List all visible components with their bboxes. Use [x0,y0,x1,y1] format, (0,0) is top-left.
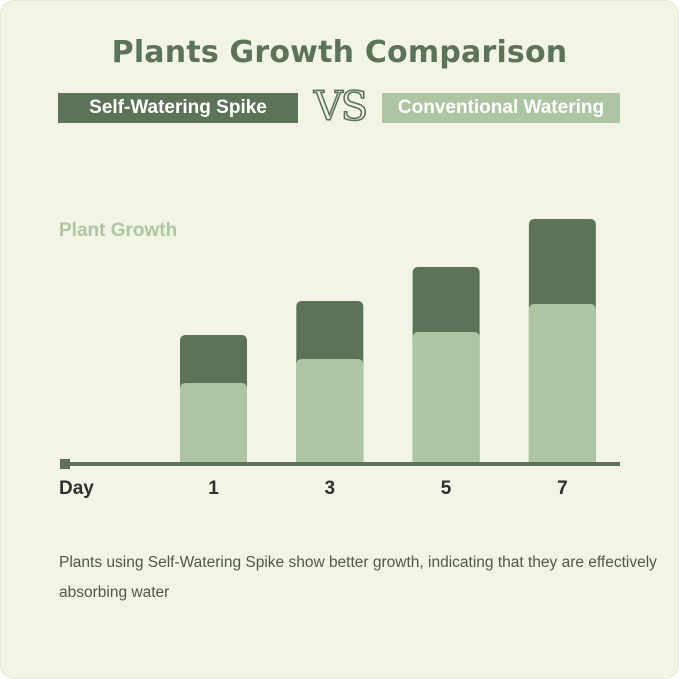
bar-conventional-day-7 [528,304,596,463]
legend-self-watering: Self-Watering Spike [58,93,298,123]
x-axis-label: Day [59,478,94,499]
legend-conventional-watering: Conventional Watering [382,93,620,123]
vs-label: VS [313,83,369,131]
y-axis-label: Plant Growth [59,220,178,241]
x-tick-label-day-7: 7 [557,478,568,499]
x-tick-label-day-1: 1 [208,478,219,499]
bar-conventional-day-1 [180,383,247,463]
x-axis-line [64,462,620,466]
x-tick-labels: 1 3 5 7 [208,478,567,499]
bar-conventional-day-5 [412,332,480,463]
bar-conventional-day-3 [296,359,364,463]
x-tick-label-day-5: 5 [441,478,452,499]
bars-group [180,219,596,463]
chart-title: Plants Growth Comparison [111,35,568,70]
chart-caption: Plants using Self-Watering Spike show be… [59,554,657,601]
x-tick-label-day-3: 3 [325,478,336,499]
